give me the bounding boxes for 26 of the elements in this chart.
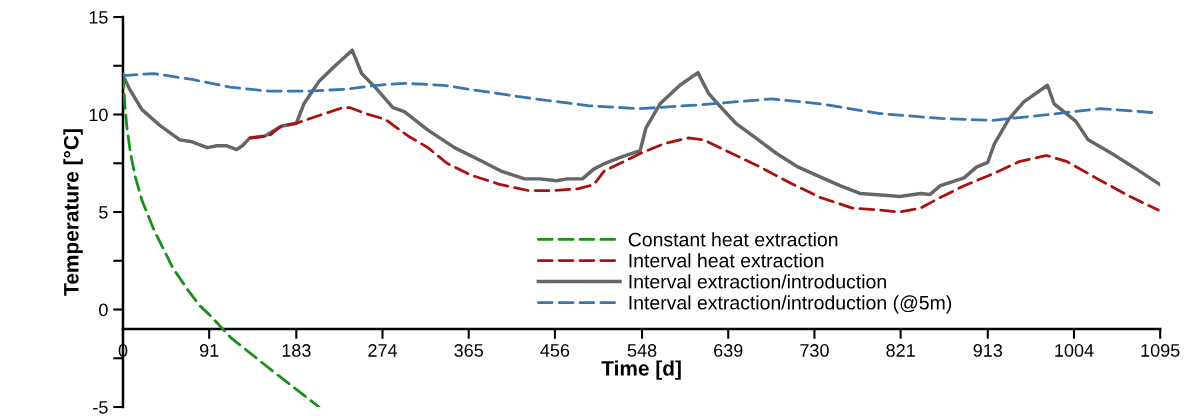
y-tick-label: 15	[89, 11, 108, 24]
x-tick-label: 1004	[1055, 344, 1094, 357]
y-tick-label: -5	[93, 401, 108, 414]
legend-label: Interval heat extraction	[629, 253, 824, 268]
y-tick-label: 5	[99, 206, 108, 219]
y-axis-title: Temperature [°C]	[63, 129, 83, 296]
x-tick-label: 548	[627, 344, 657, 357]
x-tick-label: 639	[714, 344, 743, 357]
x-tick-label: 274	[368, 344, 398, 357]
y-tick-label: 10	[89, 108, 108, 122]
x-tick-label: 1095	[1141, 344, 1180, 357]
legend-label: Interval extraction/introduction	[629, 274, 886, 289]
x-tick-label: 183	[282, 344, 311, 357]
line-series	[122, 72, 1154, 122]
x-tick-label: 91	[199, 344, 219, 357]
x-tick-label: 821	[886, 344, 915, 357]
legend-label: Constant heat extraction	[628, 232, 838, 247]
legend-label: Interval extraction/introduction (@5m)	[629, 295, 952, 314]
line-series	[122, 48, 1161, 199]
y-tick-label: 0	[99, 303, 108, 317]
x-tick-label: 365	[454, 344, 484, 357]
x-tick-label: 913	[973, 344, 1003, 357]
x-tick-label: 456	[540, 344, 570, 357]
line-series	[248, 106, 1160, 214]
x-axis-title: Time [d]	[601, 360, 681, 380]
x-tick-label: 730	[800, 344, 829, 357]
